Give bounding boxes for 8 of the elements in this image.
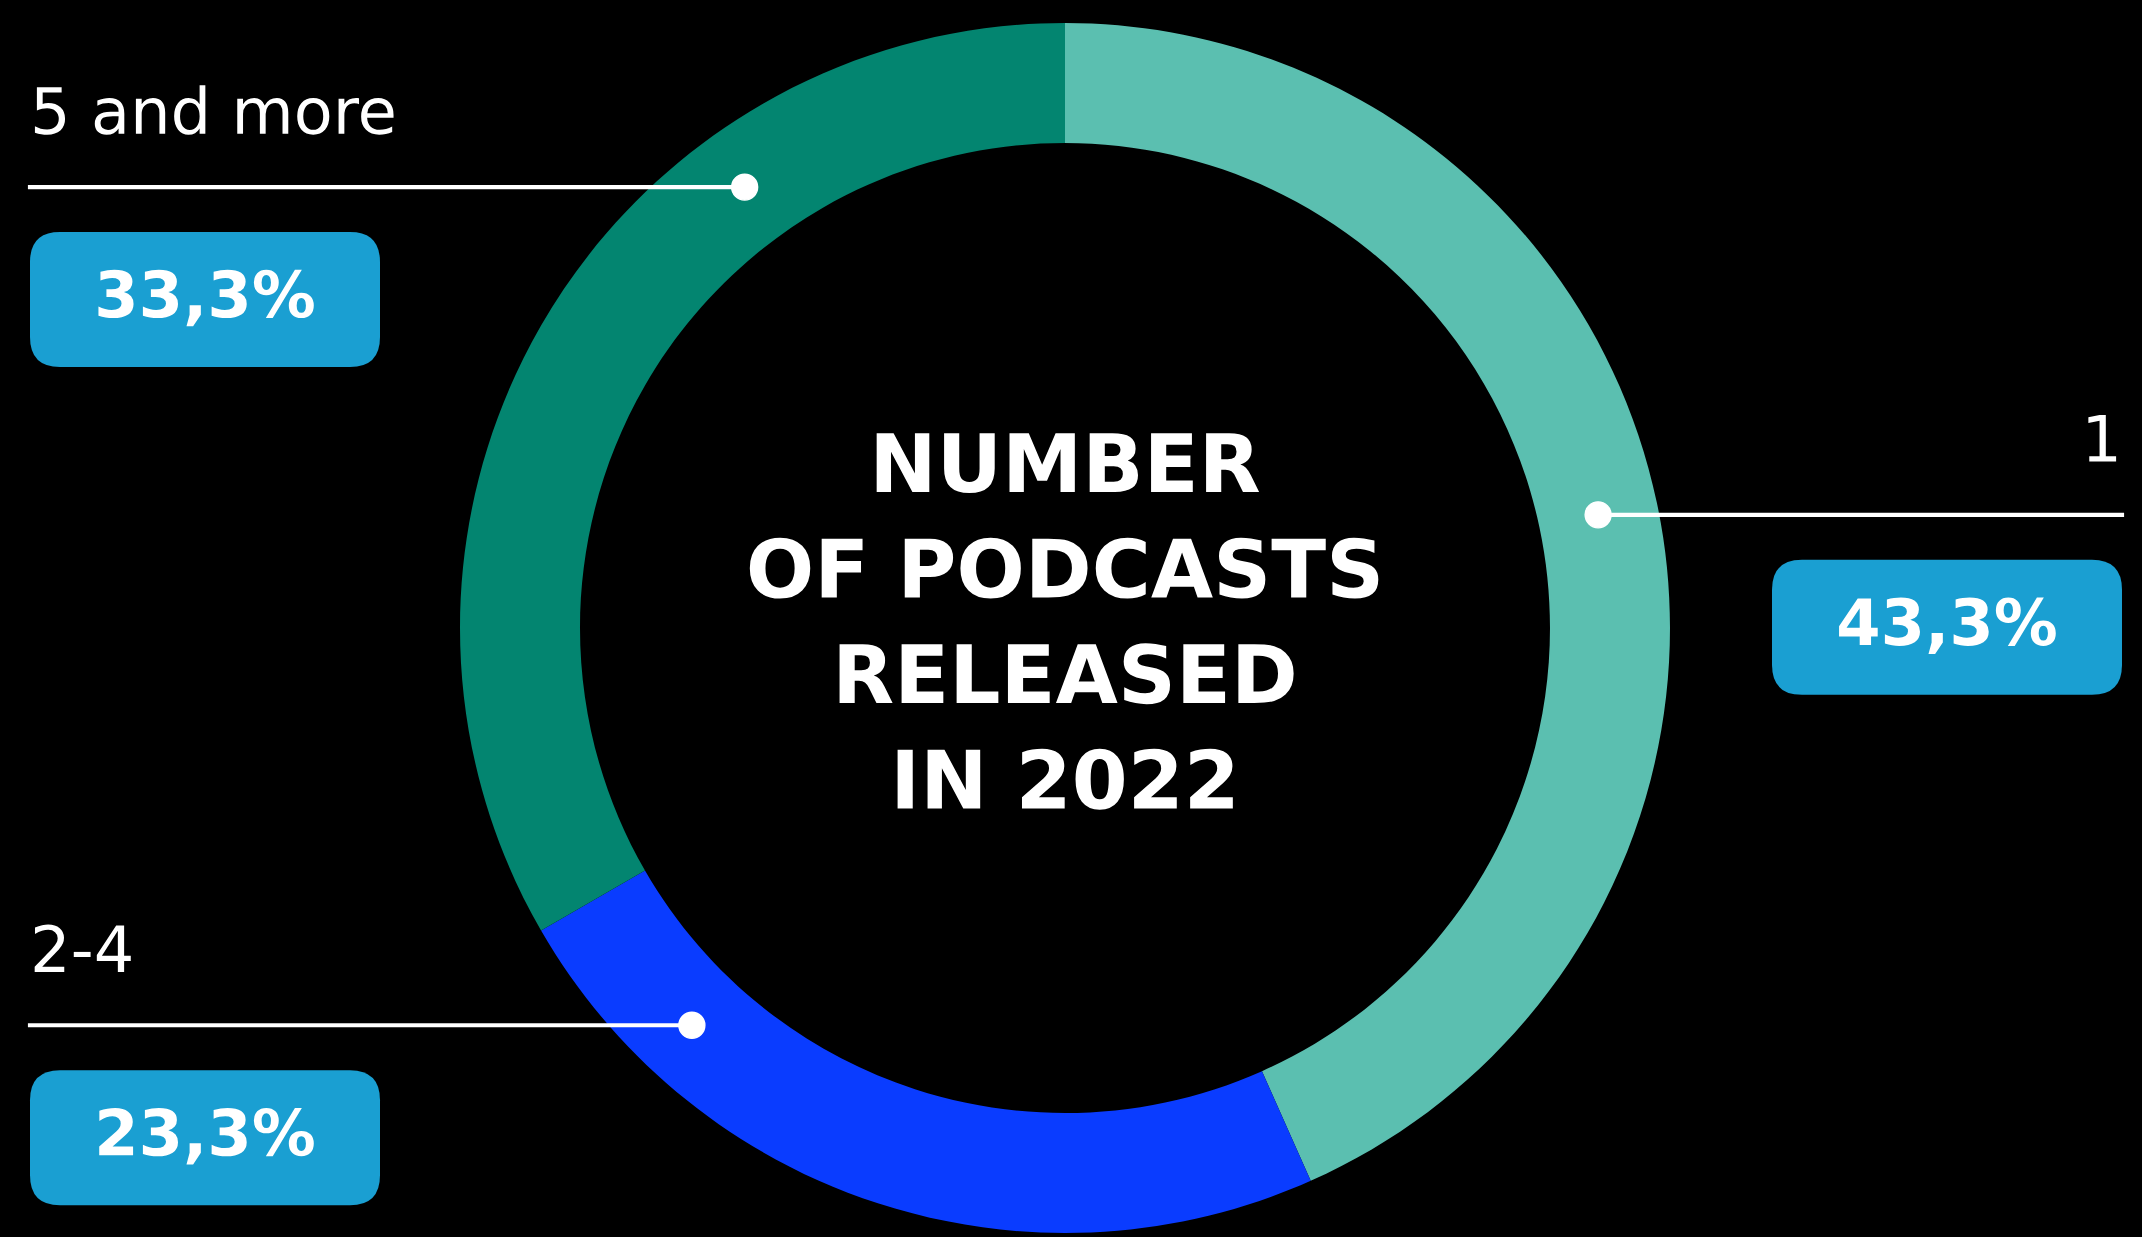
data-label: 43,3% xyxy=(1839,597,2056,655)
data-label: 23,3% xyxy=(99,1107,314,1165)
text: NUMBER OF PODCASTS RELEASED IN 2022 xyxy=(749,433,1379,810)
slice-label: 2-4 xyxy=(34,924,131,972)
donut-slice xyxy=(541,870,1311,1233)
slice-label: 5 and more xyxy=(34,85,394,135)
data-label: 33,3% xyxy=(98,269,314,327)
slice-label: 1 xyxy=(2088,414,2117,462)
